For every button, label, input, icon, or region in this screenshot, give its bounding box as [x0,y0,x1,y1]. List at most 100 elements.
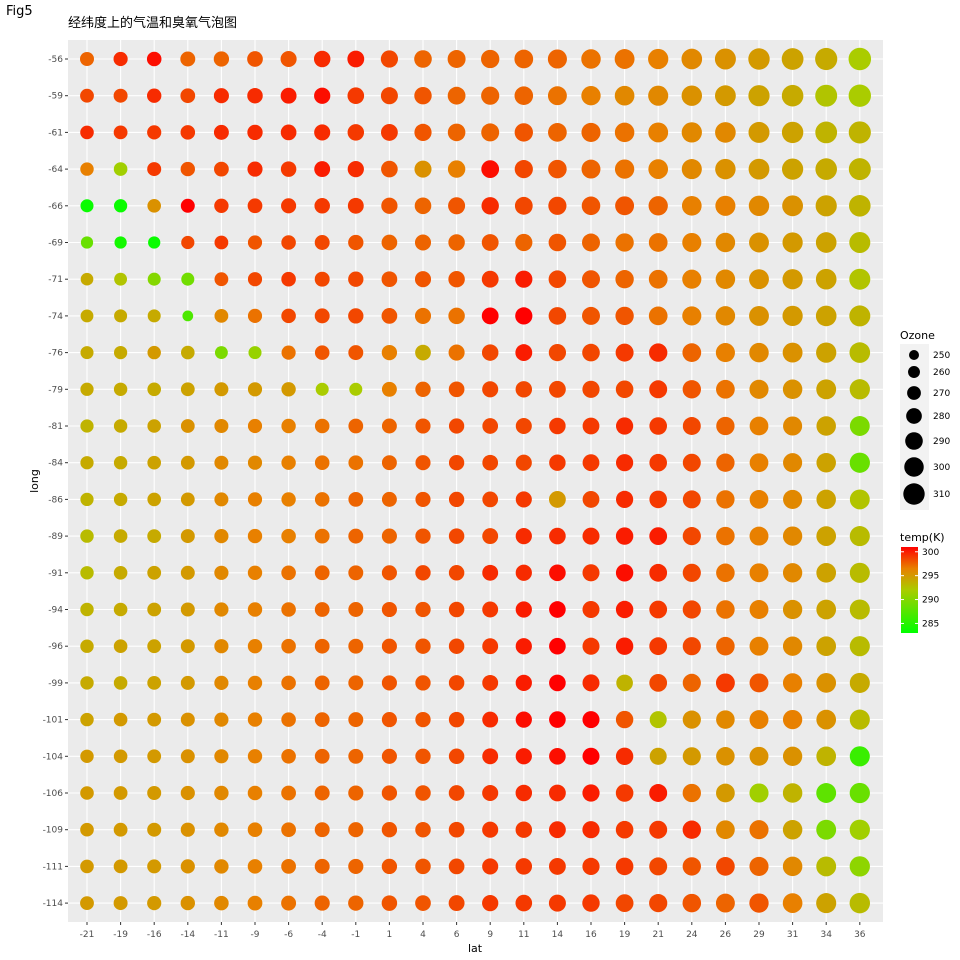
bubble [214,822,229,837]
bubble [348,858,364,874]
bubble [415,785,431,801]
bubble [147,712,162,727]
bubble [348,602,364,617]
bubble [615,710,634,729]
bubble [314,748,330,764]
bubble [716,857,735,876]
bubble [849,599,870,620]
bubble [147,345,161,360]
bubble [147,676,162,690]
bubble [548,233,567,252]
bubble [80,199,94,213]
bubble [214,455,229,470]
bubble [147,822,162,837]
bubble [515,821,533,838]
bubble [281,418,296,434]
bubble [180,161,195,177]
bubble [648,269,668,289]
bubble [113,382,128,397]
bubble [381,565,397,581]
bubble [782,746,803,766]
bubble [549,747,566,765]
bubble [682,232,702,253]
bubble [80,419,94,433]
bubble [682,600,701,619]
bubble [447,86,466,105]
bubble [549,527,566,545]
bubble [448,601,465,618]
bubble [481,86,500,105]
bubble [549,601,566,618]
size-legend-key [903,483,925,505]
bubble [682,747,701,766]
bubble [482,381,499,398]
bubble [849,342,871,363]
bubble [615,417,634,435]
bubble [448,711,465,728]
color-legend-label: 285 [922,619,939,629]
bubble [147,382,161,397]
bubble [180,88,196,104]
x-tick-label: 36 [854,930,866,940]
bubble [180,639,195,654]
bubble [314,565,330,581]
bubble [648,159,669,179]
bubble [682,820,701,839]
bubble [548,343,567,362]
size-legend-key [906,408,922,424]
bubble [214,895,229,911]
bubble [482,711,499,728]
bubble [80,88,94,103]
bubble [113,822,128,837]
bubble [581,159,601,179]
bubble [648,48,669,70]
bubble [314,638,330,654]
bubble [816,489,836,510]
bubble [348,345,364,361]
bubble [548,270,567,289]
bubble [381,601,397,618]
bubble [281,345,296,360]
y-tick-label: -94 [48,606,63,616]
size-legend-label: 270 [933,389,950,399]
bubble [415,565,431,581]
bubble [614,49,635,69]
bubble [749,600,769,619]
bubble [649,380,668,399]
bubble [649,820,668,839]
bubble [649,747,667,765]
bubble [180,419,195,433]
bubble [147,896,162,911]
bubble [582,417,600,435]
bubble [783,453,803,473]
bubble [415,344,431,361]
bubble [716,453,735,472]
bubble [848,158,871,181]
bubble [549,564,566,582]
bubble [749,342,769,363]
bubble [448,895,465,912]
bubble [481,160,500,178]
bubble [749,710,769,730]
bubble [548,857,566,875]
size-legend-key [905,432,923,450]
bubble [682,857,701,876]
bubble [482,418,499,434]
bubble [247,272,263,287]
x-tick-label: -4 [318,930,327,940]
figure-label: Fig5 [6,4,33,19]
bubble [582,784,600,802]
color-legend-title: temp(K) [900,531,945,544]
bubble [113,162,128,176]
bubble [615,196,635,216]
bubble [447,123,466,142]
bubble [515,894,533,912]
bubble [649,563,668,582]
bubble [214,529,229,544]
bubble [80,52,94,66]
bubble [448,197,466,215]
bubble [816,783,837,803]
size-legend-key [904,457,924,477]
bubble [749,673,769,693]
bubble [80,309,94,323]
